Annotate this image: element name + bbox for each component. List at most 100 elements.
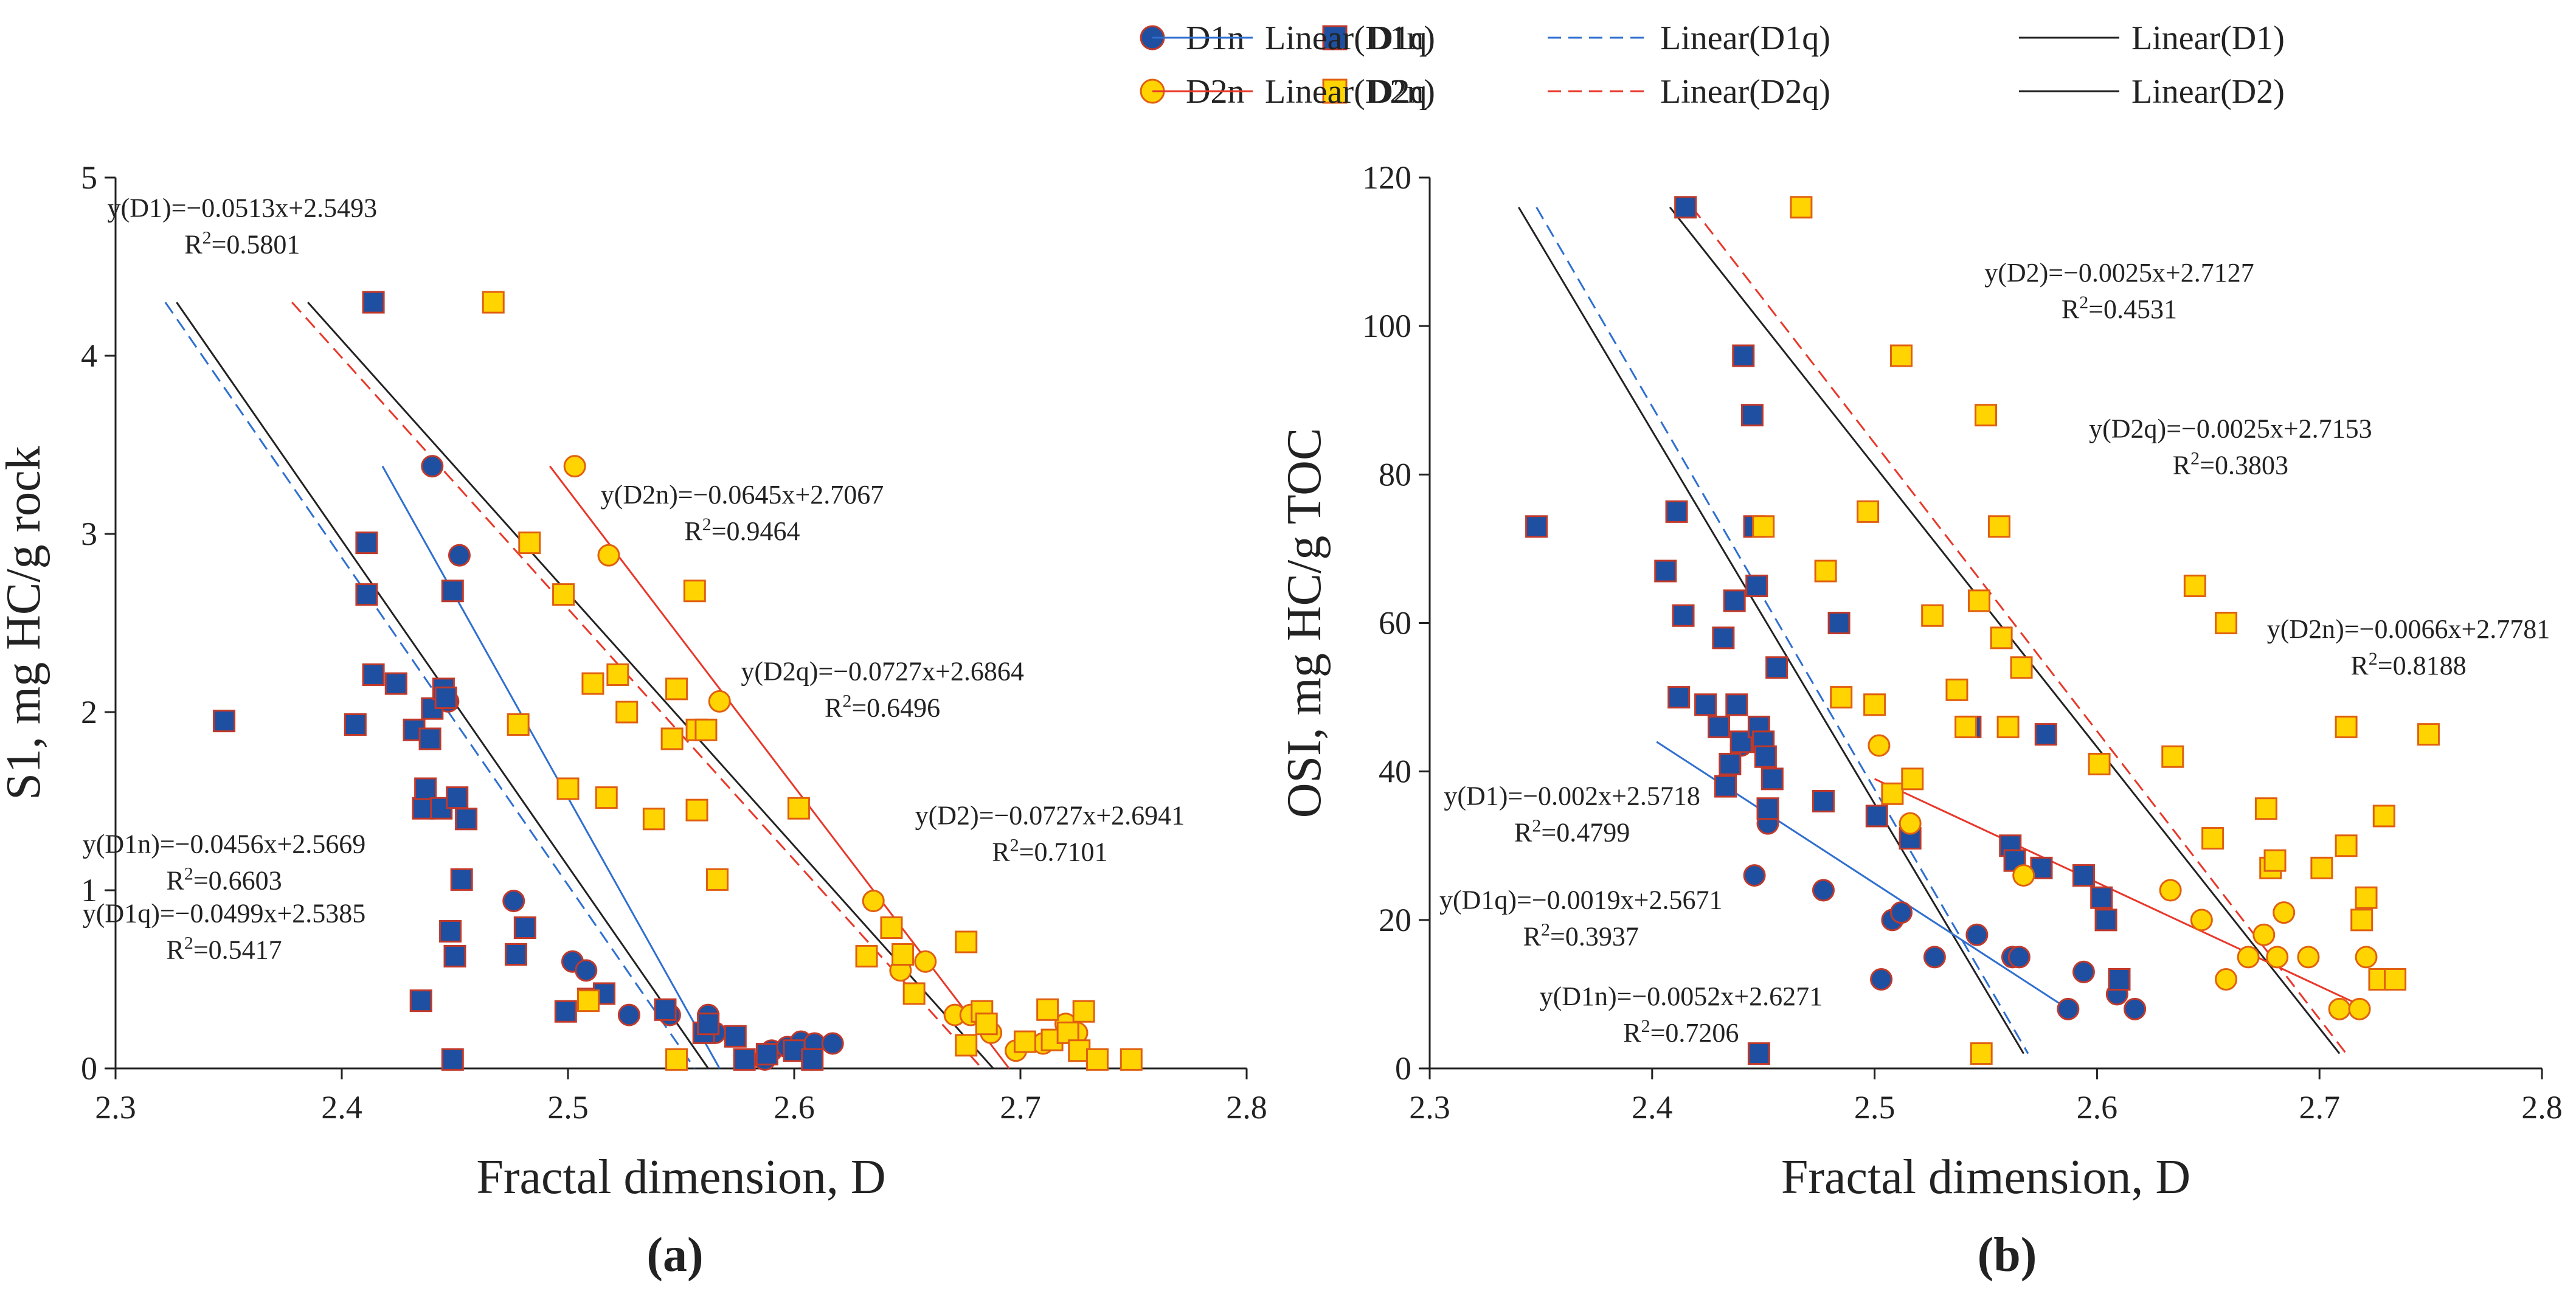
data-point-d1q bbox=[362, 291, 385, 314]
fit-line-ld2q bbox=[291, 302, 983, 1070]
data-point-d1q bbox=[654, 998, 677, 1021]
data-point-d1n bbox=[1889, 901, 1913, 924]
data-point-d1q bbox=[344, 713, 367, 736]
r2-value: =0.5801 bbox=[212, 229, 300, 259]
data-point-d1q bbox=[213, 710, 236, 733]
r2-superscript: 2 bbox=[2190, 448, 2200, 468]
r2-value: =0.3937 bbox=[1550, 922, 1639, 952]
fit-r2-label: R2=0.4531 bbox=[2062, 292, 2177, 324]
fit-equation-label: y(D2)=−0.0025x+2.7127 bbox=[1984, 258, 2254, 288]
data-point-d1q bbox=[2034, 723, 2057, 746]
data-point-d2q bbox=[1881, 782, 1904, 805]
data-point-d1q bbox=[439, 919, 462, 943]
data-point-d2q bbox=[1814, 559, 1837, 583]
data-point-d2q bbox=[706, 868, 729, 891]
data-point-d1n bbox=[448, 544, 471, 567]
fit-line-ld2q bbox=[1691, 206, 2347, 1054]
legend-item-ld2: Linear(D2) bbox=[2019, 73, 2285, 111]
data-point-d1n bbox=[1965, 923, 1989, 946]
data-point-d2q bbox=[902, 982, 926, 1005]
data-point-d2n bbox=[563, 455, 586, 478]
data-point-d2q bbox=[1830, 686, 1853, 709]
data-point-d1q bbox=[1827, 612, 1851, 634]
data-point-d2n bbox=[2328, 997, 2351, 1020]
data-point-d1q bbox=[1525, 515, 1548, 538]
data-point-d2q bbox=[2010, 656, 2033, 679]
data-point-d1q bbox=[554, 1000, 577, 1023]
data-point-d1q bbox=[733, 1048, 756, 1071]
fit-r2-label: R2=0.5417 bbox=[166, 933, 282, 965]
series-d2q bbox=[1752, 196, 2440, 1065]
fit-equation-label: y(D2q)=−0.0727x+2.6864 bbox=[741, 656, 1024, 686]
x-tick-label: 2.7 bbox=[1000, 1089, 1041, 1126]
data-point-d2n bbox=[2297, 946, 2320, 969]
fit-line-ld1 bbox=[1518, 207, 2024, 1054]
data-point-d2q bbox=[955, 1034, 978, 1057]
data-point-d2q bbox=[1990, 626, 2013, 649]
data-point-d1q bbox=[441, 1048, 464, 1071]
fit-r2-label: R2=0.5801 bbox=[184, 227, 300, 259]
y-tick-label: 120 bbox=[1362, 159, 1411, 196]
r2-superscript: 2 bbox=[2079, 292, 2088, 313]
r2-prefix: R bbox=[1623, 1018, 1641, 1048]
x-axis-title: Fractal dimension, D bbox=[476, 1151, 885, 1204]
data-point-d1q bbox=[2072, 864, 2095, 887]
r2-value: =0.3803 bbox=[2200, 450, 2288, 480]
data-point-d1n bbox=[1743, 864, 1766, 887]
legend-item-ld2n: Linear(D2n) bbox=[1152, 73, 1435, 111]
data-point-d2q bbox=[2263, 849, 2287, 872]
fit-r2-label: R2=0.4799 bbox=[1514, 816, 1630, 848]
fit-equation-label: y(D2n)=−0.0066x+2.7781 bbox=[2267, 614, 2550, 644]
data-point-d2q bbox=[552, 583, 575, 606]
panel-a: 2.3 2.4 2.5 2.6 2.7 2.8 0 1 2 3 4 5 Fractal dimensio… bbox=[0, 159, 1267, 1282]
r2-prefix: R bbox=[1523, 922, 1542, 952]
r2-value: =0.9464 bbox=[712, 516, 800, 546]
fit-line-ld2n bbox=[1874, 778, 2369, 1010]
data-point-d1q bbox=[455, 808, 478, 831]
data-point-d1q bbox=[1747, 1042, 1770, 1065]
r2-value: =0.4531 bbox=[2088, 294, 2177, 324]
legend-item-ld1n: Linear(D1n) bbox=[1152, 19, 1435, 57]
data-point-d1q bbox=[1723, 589, 1746, 612]
legend-item-ld2q: Linear(D2q) bbox=[1548, 73, 1830, 111]
data-point-d2n bbox=[2215, 968, 2238, 991]
data-point-d1n bbox=[1870, 968, 1893, 991]
data-point-d2q bbox=[615, 701, 639, 724]
data-point-d1q bbox=[1694, 693, 1717, 716]
data-point-d2q bbox=[1085, 1048, 1109, 1071]
data-point-d2q bbox=[1921, 604, 1944, 627]
data-point-d2n bbox=[862, 890, 885, 913]
data-point-d2q bbox=[2088, 752, 2111, 775]
data-point-d2n bbox=[2252, 923, 2276, 946]
data-point-d2q bbox=[855, 944, 878, 967]
fit-line-ld1n bbox=[381, 465, 721, 1069]
data-point-d2q bbox=[507, 713, 530, 736]
y-tick-label: 100 bbox=[1362, 308, 1411, 344]
data-point-d2q bbox=[581, 672, 604, 695]
data-point-d2q bbox=[1013, 1030, 1036, 1053]
data-point-d1n bbox=[2072, 960, 2095, 983]
data-point-d1q bbox=[1672, 604, 1695, 627]
data-point-d1q bbox=[1708, 715, 1731, 738]
data-point-d2q bbox=[665, 677, 688, 701]
data-point-d1q bbox=[418, 727, 441, 750]
data-point-d2q bbox=[975, 1012, 998, 1036]
data-point-d2q bbox=[482, 291, 505, 314]
fit-equation-label: y(D1n)=−0.0456x+2.5669 bbox=[83, 829, 366, 859]
data-point-d1q bbox=[1754, 745, 1777, 768]
panel-label: (a) bbox=[646, 1228, 703, 1282]
y-tick-label: 2 bbox=[81, 694, 97, 730]
data-point-d1n bbox=[2007, 946, 2031, 969]
data-point-d1q bbox=[446, 786, 469, 809]
x-tick-label: 2.7 bbox=[2299, 1089, 2340, 1126]
data-point-d2q bbox=[665, 1048, 688, 1071]
fit-r2-label: R2=0.3803 bbox=[2173, 448, 2288, 480]
r2-prefix: R bbox=[2173, 450, 2191, 480]
data-point-d1q bbox=[2108, 968, 2131, 991]
data-point-d1q bbox=[450, 868, 473, 891]
data-point-d2n bbox=[2273, 901, 2296, 924]
data-point-d2n bbox=[2266, 946, 2289, 969]
fit-equation-label: y(D2q)=−0.0025x+2.7153 bbox=[2089, 414, 2372, 443]
data-point-d2q bbox=[1945, 678, 1968, 701]
